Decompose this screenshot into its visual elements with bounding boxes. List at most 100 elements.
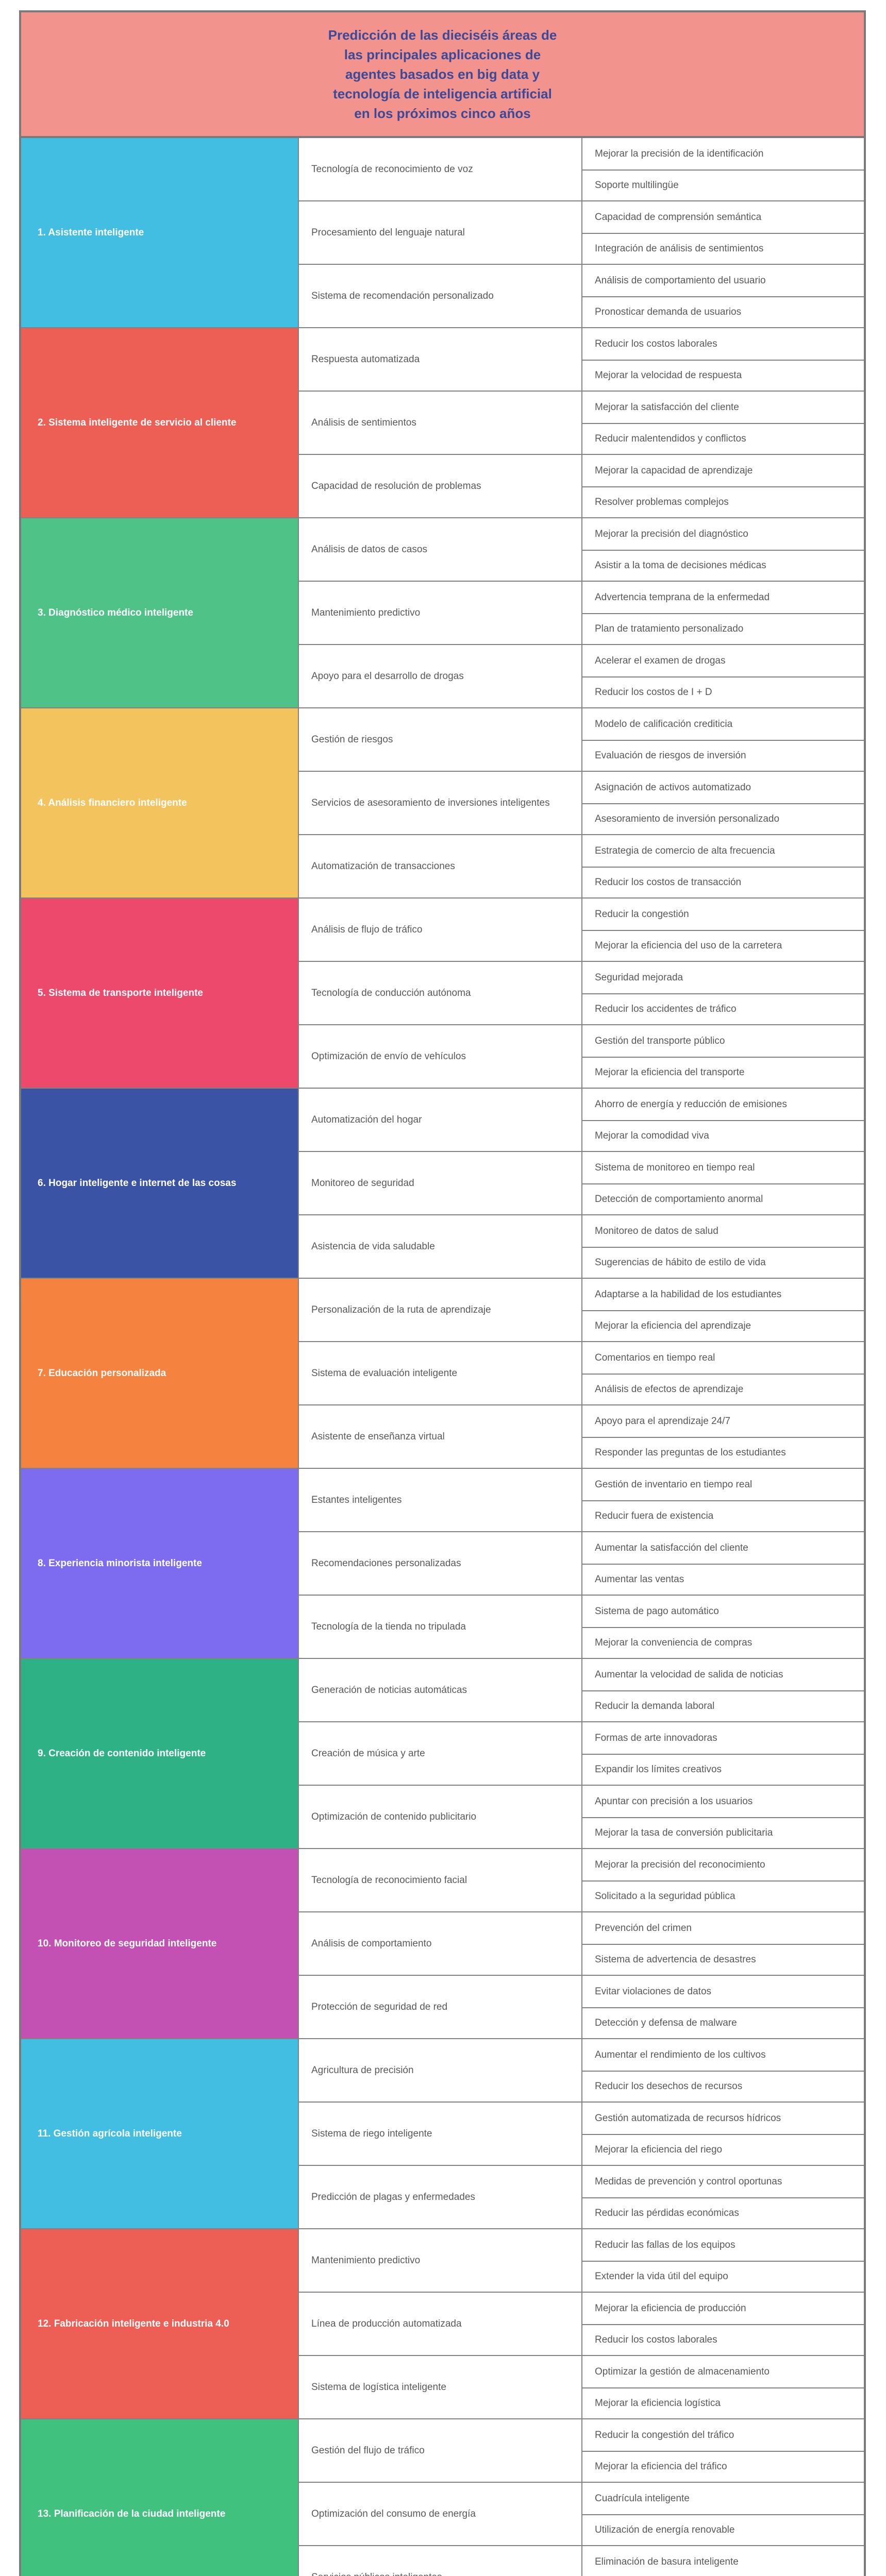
subcategory-cell: Gestión de riesgos xyxy=(299,708,582,771)
subcategory-group: Estantes inteligentes Gestión de inventa… xyxy=(299,1469,864,1531)
benefit-cell: Cuadrícula inteligente xyxy=(582,2483,864,2514)
benefit-cell: Optimizar la gestión de almacenamiento xyxy=(582,2356,864,2387)
benefit-list: Gestión del transporte público Mejorar l… xyxy=(582,1025,864,1088)
subcategory-group: Análisis de sentimientos Mejorar la sati… xyxy=(299,391,864,454)
subcategory-groups: Generación de noticias automáticas Aumen… xyxy=(298,1659,864,1848)
benefit-label: Apuntar con precisión a los usuarios xyxy=(595,1795,753,1807)
benefit-cell: Sugerencias de hábito de estilo de vida xyxy=(582,1246,864,1278)
subcategory-group: Gestión del flujo de tráfico Reducir la … xyxy=(299,2419,864,2482)
benefit-cell: Mejorar la eficiencia del transporte xyxy=(582,1056,864,1088)
subcategory-label: Análisis de datos de casos xyxy=(311,544,427,555)
benefit-label: Mejorar la conveniencia de compras xyxy=(595,1637,753,1649)
title-line: las principales aplicaciones de xyxy=(344,47,541,62)
benefit-cell: Mejorar la velocidad de respuesta xyxy=(582,359,864,391)
category-row: 6. Hogar inteligente e internet de las c… xyxy=(21,1088,864,1278)
benefit-cell: Extender la vida útil del equipo xyxy=(582,2260,864,2292)
benefit-cell: Asignación de activos automatizado xyxy=(582,772,864,803)
subcategory-group: Tecnología de reconocimiento facial Mejo… xyxy=(299,1849,864,1911)
benefit-cell: Detección de comportamiento anormal xyxy=(582,1183,864,1214)
benefit-list: Reducir las fallas de los equipos Extend… xyxy=(582,2229,864,2292)
subcategory-group: Sistema de recomendación personalizado A… xyxy=(299,264,864,327)
benefit-cell: Eliminación de basura inteligente xyxy=(582,2546,864,2576)
benefit-label: Evitar violaciones de datos xyxy=(595,1986,712,1997)
benefit-label: Solicitado a la seguridad pública xyxy=(595,1891,735,1902)
benefit-label: Mejorar la eficiencia del tráfico xyxy=(595,2461,727,2472)
subcategory-cell: Sistema de evaluación inteligente xyxy=(299,1342,582,1404)
benefit-cell: Reducir los desechos de recursos xyxy=(582,2070,864,2102)
subcategory-label: Optimización del consumo de energía xyxy=(311,2509,476,2519)
benefit-list: Asignación de activos automatizado Aseso… xyxy=(582,772,864,834)
benefit-list: Cuadrícula inteligente Utilización de en… xyxy=(582,2483,864,2545)
benefit-label: Aumentar la velocidad de salida de notic… xyxy=(595,1669,783,1680)
benefit-label: Resolver problemas complejos xyxy=(595,497,729,508)
subcategory-label: Análisis de sentimientos xyxy=(311,417,416,428)
category-label: 1. Asistente inteligente xyxy=(38,227,144,238)
category-row: 3. Diagnóstico médico inteligente Anális… xyxy=(21,517,864,707)
category-cell: 2. Sistema inteligente de servicio al cl… xyxy=(21,328,298,517)
benefit-cell: Estrategia de comercio de alta frecuenci… xyxy=(582,835,864,867)
benefit-label: Sistema de advertencia de desastres xyxy=(595,1954,756,1965)
benefit-list: Formas de arte innovadoras Expandir los … xyxy=(582,1722,864,1785)
subcategory-group: Generación de noticias automáticas Aumen… xyxy=(299,1659,864,1721)
category-row: 10. Monitoreo de seguridad inteligente T… xyxy=(21,1848,864,2038)
benefit-cell: Aumentar la satisfacción del cliente xyxy=(582,1532,864,1564)
subcategory-cell: Mantenimiento predictivo xyxy=(299,582,582,644)
category-label: 12. Fabricación inteligente e industria … xyxy=(38,2318,229,2329)
benefit-list: Evitar violaciones de datos Detección y … xyxy=(582,1976,864,2038)
benefit-label: Reducir las pérdidas económicas xyxy=(595,2208,739,2219)
benefit-label: Sistema de monitoreo en tiempo real xyxy=(595,1162,755,1173)
benefit-cell: Mejorar la satisfacción del cliente xyxy=(582,392,864,423)
subcategory-groups: Mantenimiento predictivo Reducir las fal… xyxy=(298,2229,864,2418)
subcategory-label: Análisis de comportamiento xyxy=(311,1938,432,1949)
benefit-cell: Gestión automatizada de recursos hídrico… xyxy=(582,2103,864,2134)
benefit-cell: Comentarios en tiempo real xyxy=(582,1342,864,1374)
benefit-label: Mejorar la velocidad de respuesta xyxy=(595,370,742,381)
category-row: 7. Educación personalizada Personalizaci… xyxy=(21,1278,864,1468)
benefit-label: Reducir los costos laborales xyxy=(595,338,717,349)
benefit-cell: Asesoramiento de inversión personalizado xyxy=(582,803,864,834)
benefit-label: Mejorar la eficiencia del uso de la carr… xyxy=(595,940,782,952)
subcategory-cell: Asistente de enseñanza virtual xyxy=(299,1405,582,1468)
benefit-cell: Apuntar con precisión a los usuarios xyxy=(582,1786,864,1817)
subcategory-cell: Servicios de asesoramiento de inversione… xyxy=(299,772,582,834)
benefit-label: Ahorro de energía y reducción de emision… xyxy=(595,1098,787,1110)
benefit-cell: Mejorar la conveniencia de compras xyxy=(582,1626,864,1658)
benefit-label: Reducir las fallas de los equipos xyxy=(595,2239,735,2250)
benefit-label: Evaluación de riesgos de inversión xyxy=(595,750,746,761)
benefit-list: Gestión automatizada de recursos hídrico… xyxy=(582,2103,864,2165)
category-row: 11. Gestión agrícola inteligente Agricul… xyxy=(21,2038,864,2228)
subcategory-cell: Capacidad de resolución de problemas xyxy=(299,455,582,517)
category-label: 6. Hogar inteligente e internet de las c… xyxy=(38,1177,237,1189)
category-cell: 8. Experiencia minorista inteligente xyxy=(21,1469,298,1658)
subcategory-groups: Tecnología de reconocimiento de voz Mejo… xyxy=(298,138,864,327)
subcategory-group: Mantenimiento predictivo Reducir las fal… xyxy=(299,2229,864,2292)
benefit-list: Prevención del crimen Sistema de adverte… xyxy=(582,1912,864,1975)
benefit-cell: Gestión del transporte público xyxy=(582,1025,864,1057)
benefit-label: Aumentar el rendimiento de los cultivos xyxy=(595,2049,766,2060)
subcategory-cell: Agricultura de precisión xyxy=(299,2039,582,2102)
benefit-list: Acelerar el examen de drogas Reducir los… xyxy=(582,645,864,707)
category-row: 9. Creación de contenido inteligente Gen… xyxy=(21,1658,864,1848)
benefit-label: Mejorar la satisfacción del cliente xyxy=(595,401,739,413)
subcategory-cell: Análisis de sentimientos xyxy=(299,392,582,454)
subcategory-group: Protección de seguridad de red Evitar vi… xyxy=(299,1975,864,2038)
subcategory-group: Procesamiento del lenguaje natural Capac… xyxy=(299,200,864,264)
benefit-label: Comentarios en tiempo real xyxy=(595,1352,715,1363)
benefit-label: Reducir la congestión del tráfico xyxy=(595,2429,734,2441)
benefit-label: Capacidad de comprensión semántica xyxy=(595,211,762,223)
benefit-label: Soporte multilingüe xyxy=(595,180,679,191)
subcategory-group: Servicios de asesoramiento de inversione… xyxy=(299,771,864,834)
subcategory-cell: Tecnología de conducción autónoma xyxy=(299,962,582,1024)
benefit-cell: Solicitado a la seguridad pública xyxy=(582,1880,864,1911)
title-line: en los próximos cinco años xyxy=(354,106,531,121)
subcategory-group: Sistema de logística inteligente Optimiz… xyxy=(299,2355,864,2418)
subcategory-cell: Optimización de contenido publicitario xyxy=(299,1786,582,1848)
category-row: 8. Experiencia minorista inteligente Est… xyxy=(21,1468,864,1658)
subcategory-label: Apoyo para el desarrollo de drogas xyxy=(311,671,464,682)
subcategory-cell: Mantenimiento predictivo xyxy=(299,2229,582,2292)
benefit-list: Monitoreo de datos de salud Sugerencias … xyxy=(582,1215,864,1278)
subcategory-group: Optimización del consumo de energía Cuad… xyxy=(299,2482,864,2545)
benefit-cell: Capacidad de comprensión semántica xyxy=(582,201,864,233)
benefit-cell: Sistema de monitoreo en tiempo real xyxy=(582,1152,864,1183)
subcategory-groups: Estantes inteligentes Gestión de inventa… xyxy=(298,1469,864,1658)
